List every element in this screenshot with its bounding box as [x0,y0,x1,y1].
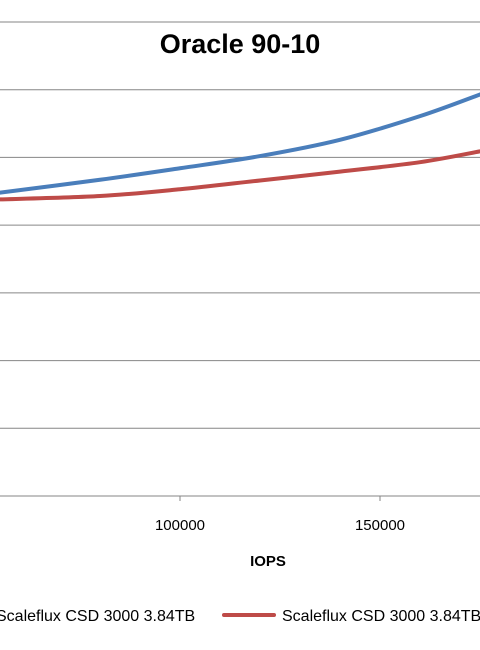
series-layer [0,92,480,202]
legend-label-2: Scaleflux CSD 3000 3.84TB [282,608,480,625]
gridlines [0,21,480,429]
chart-title: Oracle 90-10 [160,29,321,59]
x-axis-label: IOPS [250,553,286,570]
x-tick-label: 150000 [355,517,405,534]
x-tick-label: 100000 [155,517,205,534]
series-line-1 [0,92,480,195]
x-axis-ticks: 100000 150000 [155,496,405,534]
legend: Scaleflux CSD 3000 3.84TB Scaleflux CSD 3… [0,608,480,625]
series-line-2 [0,149,480,202]
legend-label-1: Scaleflux CSD 3000 3.84TB [0,608,195,625]
